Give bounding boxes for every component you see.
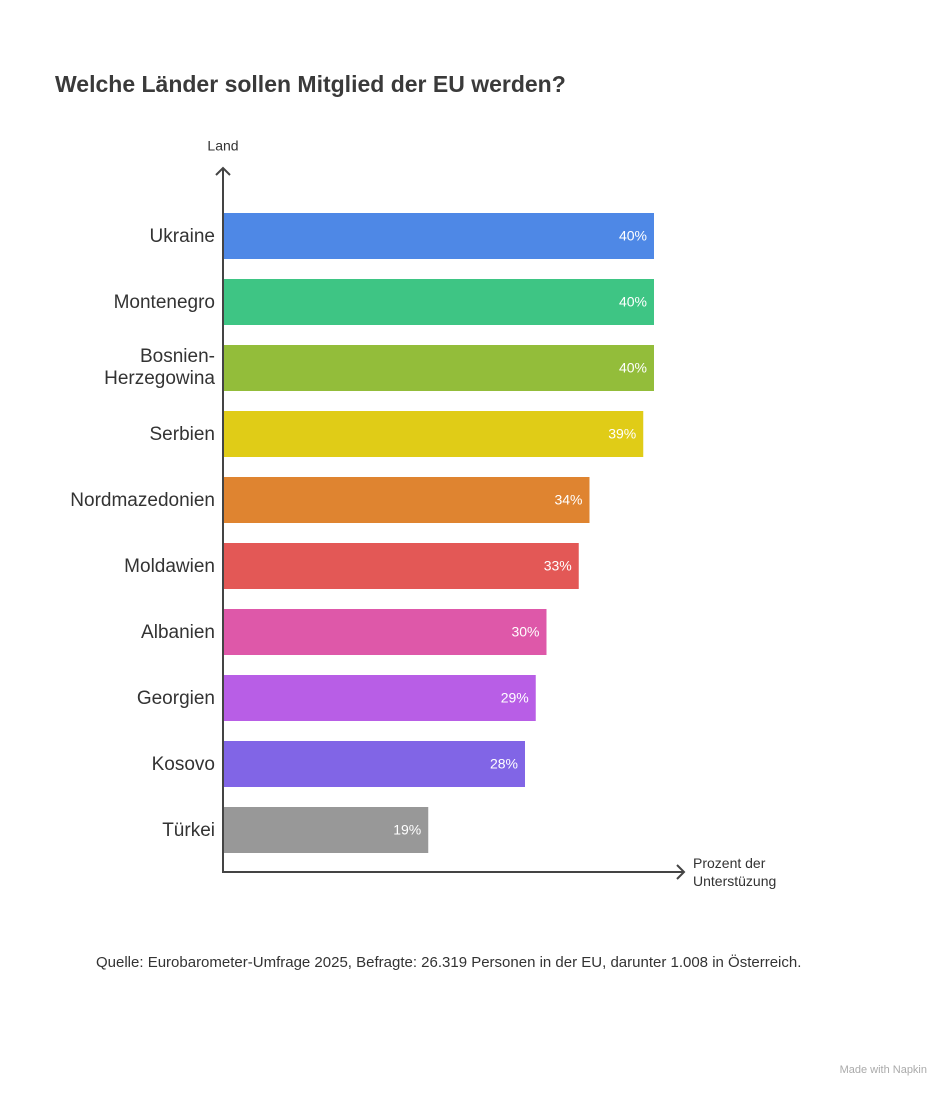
y-tick-label: Kosovo bbox=[152, 754, 215, 775]
value-label: 39% bbox=[608, 426, 636, 442]
bar bbox=[224, 477, 590, 523]
y-tick-label: Serbien bbox=[150, 424, 216, 445]
watermark: Made with Napkin bbox=[840, 1064, 927, 1076]
value-label: 40% bbox=[619, 228, 647, 244]
bar bbox=[224, 543, 579, 589]
bar bbox=[224, 411, 644, 457]
y-tick-label: Nordmazedonien bbox=[70, 490, 215, 511]
y-axis-title: Land bbox=[207, 138, 238, 154]
y-tick-label: Albanien bbox=[141, 622, 215, 643]
y-tick-label: Georgien bbox=[137, 688, 215, 709]
axes bbox=[215, 166, 686, 880]
y-tick-label: Türkei bbox=[162, 820, 215, 841]
chart-title: Welche Länder sollen Mitglied der EU wer… bbox=[55, 71, 566, 97]
y-tick-label: Montenegro bbox=[114, 292, 215, 313]
value-label: 28% bbox=[490, 756, 518, 772]
y-tick-label: Moldawien bbox=[124, 556, 215, 577]
y-tick-label: Bosnien-Herzegowina bbox=[104, 346, 215, 389]
value-label: 40% bbox=[619, 294, 647, 310]
value-label: 30% bbox=[511, 624, 539, 640]
value-label: 33% bbox=[544, 558, 572, 574]
bar bbox=[224, 345, 654, 391]
y-tick-label: Ukraine bbox=[150, 226, 215, 247]
x-axis-title: Prozent der Unterstüzung bbox=[693, 855, 776, 889]
bar bbox=[224, 609, 547, 655]
value-label: 34% bbox=[554, 492, 582, 508]
bar bbox=[224, 807, 429, 853]
bar bbox=[224, 741, 525, 787]
bar bbox=[224, 213, 654, 259]
source-note: Quelle: Eurobarometer-Umfrage 2025, Befr… bbox=[96, 953, 801, 971]
bar bbox=[224, 279, 654, 325]
value-label: 19% bbox=[393, 822, 421, 838]
value-label: 40% bbox=[619, 360, 647, 376]
bar bbox=[224, 675, 536, 721]
value-label: 29% bbox=[501, 690, 529, 706]
